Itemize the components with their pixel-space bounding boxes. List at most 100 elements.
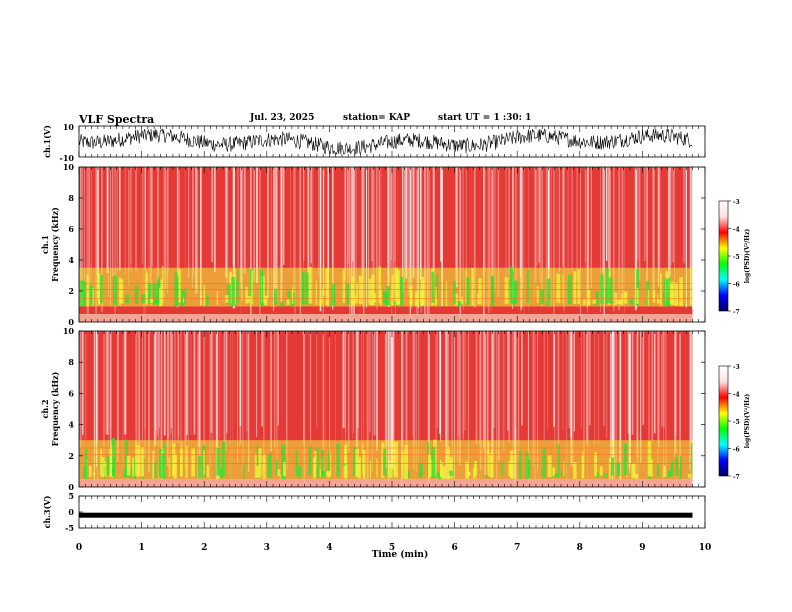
ch2-spectrogram-streak xyxy=(498,331,500,461)
ch1-spectrogram-activity-mark xyxy=(380,289,382,306)
ch2-spectrogram-panel: 0 2 4 6 8 10 ch.2 Frequency (kHz) -3 -4 -5 -6 -7 log(… xyxy=(40,326,751,492)
xtick-label: 10 xyxy=(699,543,712,553)
ch2-spectrogram-streak xyxy=(517,331,520,461)
ch2-spectrogram-streak xyxy=(653,331,656,434)
ch2-spectrogram-activity-mark xyxy=(242,464,245,480)
ch1-spectrogram-streak xyxy=(393,167,395,292)
ch2-spectrogram-streak xyxy=(329,331,330,462)
ch2-spectrogram-activity-mark xyxy=(319,468,322,477)
ch2-spectrogram-streak xyxy=(324,331,326,451)
ch1-spectrogram-activity-mark xyxy=(592,299,597,304)
ch2-spectrogram-activity-mark xyxy=(501,462,503,477)
ch2-spectrogram-streak xyxy=(303,331,304,443)
ch2-spectrogram-activity-mark xyxy=(542,448,546,478)
ch2-spectrogram-streak xyxy=(256,331,258,438)
ch1-spectrogram-streak xyxy=(576,167,578,281)
ch1-spectrogram-activity-mark xyxy=(80,280,84,307)
ch1-spectrogram-streak xyxy=(653,167,655,303)
ch2-spectrogram-streak xyxy=(246,331,248,440)
ch2-spectrogram-streak xyxy=(418,331,419,463)
ch2-spectrogram-activity-mark xyxy=(510,460,514,479)
ch1-spectrogram-streak xyxy=(178,167,180,301)
ch2-spectrogram-activity-mark xyxy=(675,454,677,476)
ch1-spectrogram-streak xyxy=(112,167,114,277)
ch2-spectrogram-activity-mark xyxy=(328,451,330,476)
ch1-spectrogram-streak xyxy=(195,167,198,272)
ch2-spectrogram-streak xyxy=(239,331,241,447)
ch2-spectrogram-streak xyxy=(657,331,660,440)
ch2-spectrogram-streak xyxy=(193,331,196,435)
ch2-spectrogram-activity-mark xyxy=(313,457,316,479)
ch2-spectrogram-streak xyxy=(454,331,455,484)
ch1-spectrogram-streak xyxy=(426,167,429,317)
ch1-spectrogram-streak xyxy=(673,167,675,287)
ch1-spectrogram-activity-mark xyxy=(623,291,628,304)
ch1-spectrogram-ylabel-frequency: Frequency (kHz) xyxy=(50,207,60,282)
ch1-spectrogram-streak xyxy=(559,167,560,304)
ch1-spectrogram-streak xyxy=(378,167,380,298)
ch1-spectrogram-activity-mark xyxy=(368,278,372,305)
ch1-spectrogram-streak xyxy=(545,167,547,301)
ch1-spectrogram-streak xyxy=(488,167,490,313)
ch1-spectrogram-activity-mark xyxy=(514,280,518,303)
ch2-spectrogram-streak xyxy=(160,331,161,466)
ch2-spectrogram-activity-mark xyxy=(362,443,364,476)
ch2-spectrogram-streak xyxy=(96,331,99,483)
ch2-spectrogram-activity-mark xyxy=(336,444,340,477)
ch2-spectrogram-streak xyxy=(387,331,389,446)
ch2-spectrogram-activity-mark xyxy=(676,458,679,477)
ch2-spectrogram-streak xyxy=(122,331,124,463)
ch2-spectrogram-activity-mark xyxy=(634,474,639,480)
ch2-spectrogram-streak xyxy=(412,331,414,437)
ch3-ylabel: ch.3(V) xyxy=(42,495,52,528)
ch1-spectrogram-streak xyxy=(294,167,296,320)
ch1-spectrogram-streak xyxy=(658,167,660,286)
ch2-spectrogram-streak xyxy=(215,331,217,462)
ch1-spectrogram-streak xyxy=(135,167,137,272)
ch1-spectrogram-activity-mark xyxy=(118,277,121,306)
ch1-spectrogram-streak xyxy=(88,167,89,316)
xtick-label: 2 xyxy=(201,543,207,553)
ch2-spectrogram-streak xyxy=(491,331,493,458)
ch1-spectrogram-streak xyxy=(613,167,615,312)
xtick-label: 0 xyxy=(76,543,82,553)
ch2-spectrogram-activity-mark xyxy=(667,470,672,478)
ch2-spectrogram-streak xyxy=(303,331,306,487)
ch2-spectrogram-ytick-label: 10 xyxy=(63,326,75,336)
ch2-spectrogram-activity-mark xyxy=(314,451,317,478)
ch2-spectrogram-streak xyxy=(144,331,146,459)
ch2-spectrogram-activity-mark xyxy=(547,455,552,477)
ch1-spectrogram-activity-mark xyxy=(86,274,89,307)
ch2-spectrogram-streak xyxy=(124,331,127,435)
ch1-spectrogram-streak xyxy=(652,167,655,302)
ch1-spectrogram-activity-mark xyxy=(148,283,152,304)
ch1-spectrogram-activity-mark xyxy=(568,285,571,304)
ch1-spectrogram-streak xyxy=(646,167,648,269)
ch2-spectrogram-streak xyxy=(356,331,359,428)
ch1-spectrogram-activity-mark xyxy=(657,298,660,304)
ch2-spectrogram-activity-mark xyxy=(594,452,597,476)
ch2-spectrogram-activity-mark xyxy=(135,441,137,476)
ch2-spectrogram-streak xyxy=(94,331,95,487)
ch2-spectrogram-activity-mark xyxy=(662,465,666,477)
ch1-spectrogram-activity-mark xyxy=(82,281,87,305)
ch2-spectrogram-streak xyxy=(614,331,616,479)
ch1-spectrogram-activity-mark xyxy=(149,299,154,303)
ch1-spectrogram-streak xyxy=(459,167,462,319)
ch1-spectrogram-colorbar-tick-label: -3 xyxy=(733,199,740,206)
ch1-spectrogram-activity-mark xyxy=(97,283,100,305)
ch1-spectrogram-activity-mark xyxy=(573,271,577,304)
ch1-spectrogram-streak xyxy=(571,167,573,272)
ch2-spectrogram-streak xyxy=(363,331,364,475)
ch1-spectrogram-streak xyxy=(144,167,146,270)
ch1-spectrogram-streak xyxy=(344,167,346,270)
ch1-spectrogram-streak xyxy=(586,167,587,309)
ch1-spectrogram-activity-mark xyxy=(371,274,375,306)
ch1-spectrogram-streak xyxy=(610,167,611,288)
ch1-spectrogram-streak xyxy=(240,167,242,289)
ch1-spectrogram-streak xyxy=(668,167,670,276)
ch1-spectrogram-streak xyxy=(348,167,350,296)
ch1-spectrogram-streak xyxy=(417,167,419,315)
ch1-spectrogram-activity-mark xyxy=(445,281,448,307)
ch1-spectrogram-activity-mark xyxy=(245,286,248,304)
